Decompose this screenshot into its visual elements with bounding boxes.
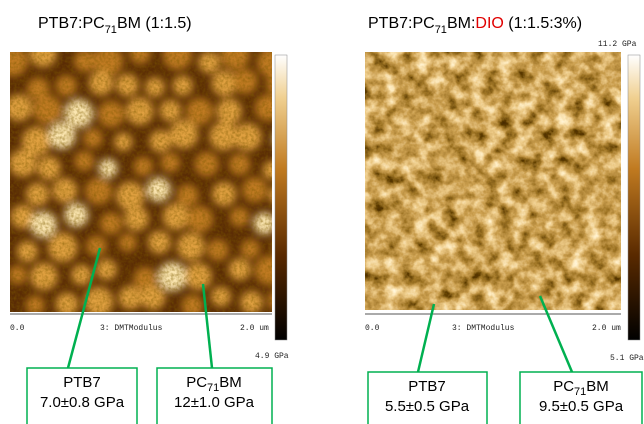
scale-start: 0.0	[365, 324, 380, 333]
colorbar	[628, 55, 640, 340]
colorbar-min: 5.1 GPa	[610, 354, 644, 363]
callout-value: 9.5±0.5 GPa	[539, 398, 624, 415]
scale-start: 0.0	[10, 324, 25, 333]
callout-value: 7.0±0.8 GPa	[40, 394, 125, 411]
channel: 3: DMTModulus	[100, 324, 163, 333]
channel: 3: DMTModulus	[452, 324, 515, 333]
afm-image	[0, 40, 298, 317]
afm-image	[365, 52, 621, 310]
panel-title: PTB7:PC71BM:DIO (1:1.5:3%)	[368, 15, 582, 36]
colorbar-min: 4.9 GPa	[255, 352, 289, 361]
callout-value: 12±1.0 GPa	[174, 394, 255, 411]
colorbar-max: 11.2 GPa	[598, 40, 637, 49]
callout-value: 5.5±0.5 GPa	[385, 398, 470, 415]
callout-name: PTB7	[63, 374, 101, 391]
scale-end: 2.0 um	[592, 324, 621, 333]
panel-title: PTB7:PC71BM (1:1.5)	[38, 15, 192, 36]
colorbar	[275, 55, 287, 340]
scale-end: 2.0 um	[240, 324, 269, 333]
figure: PTB7:PC71BM (1:1.5) PTB7:PC71BM:DIO (1:1…	[0, 0, 644, 424]
callout-name: PTB7	[408, 378, 446, 395]
